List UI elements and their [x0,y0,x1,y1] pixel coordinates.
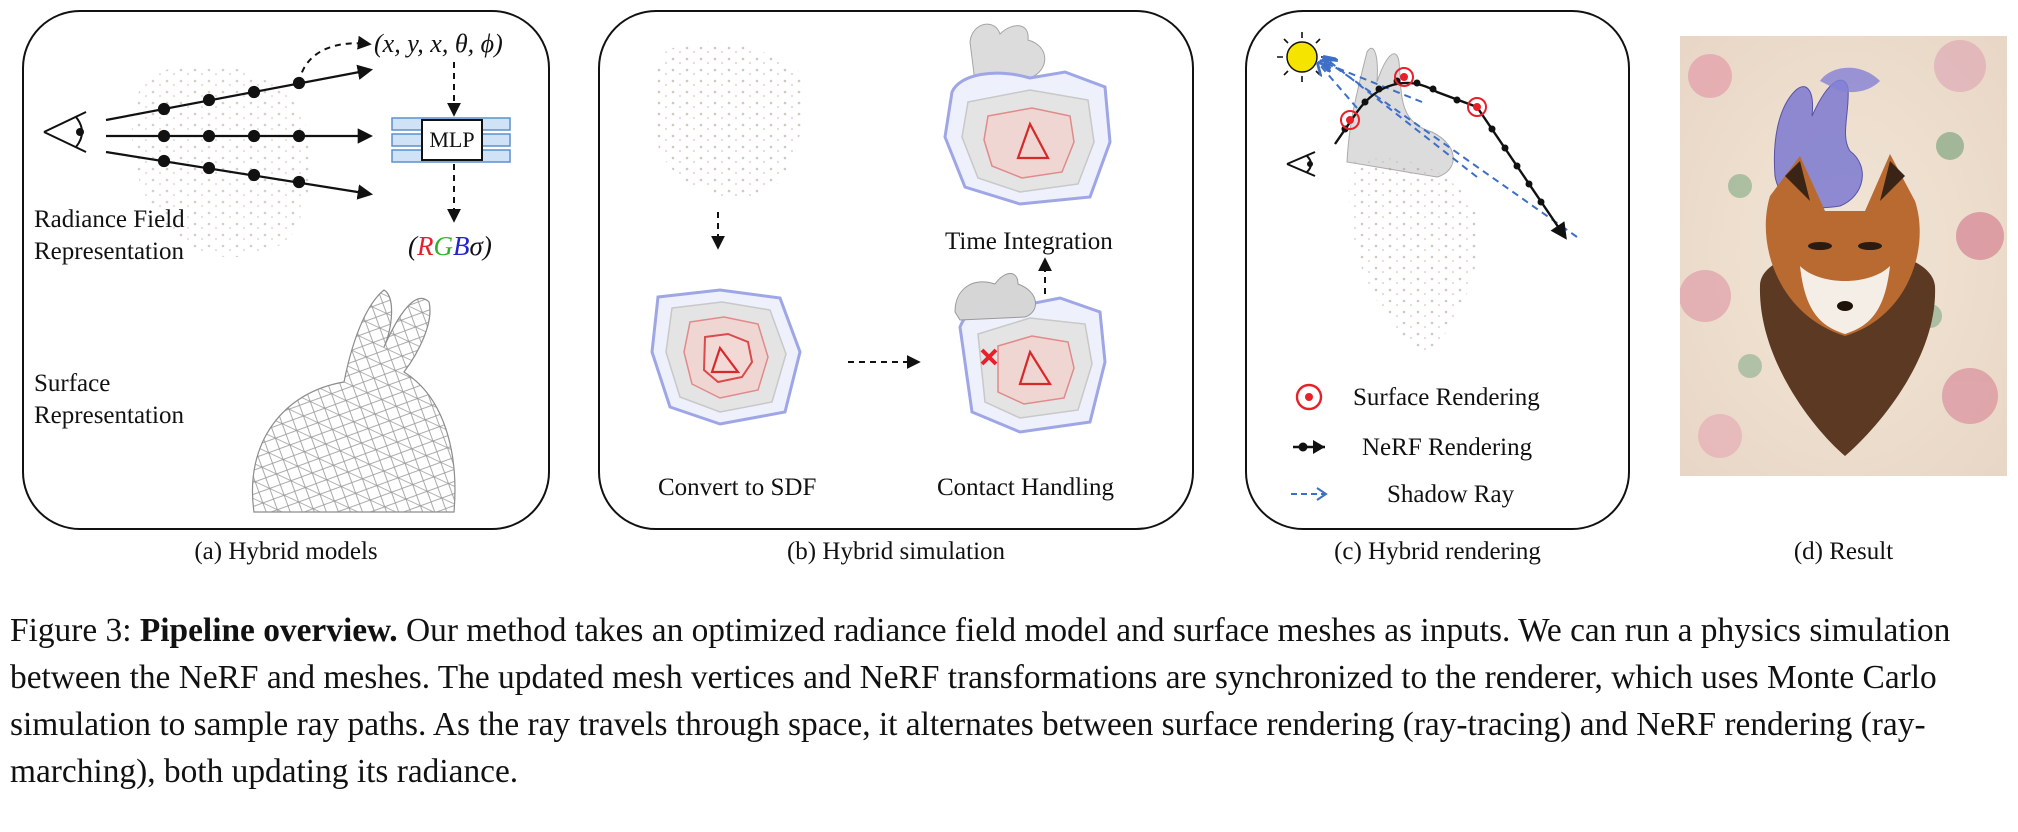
sample-to-input-arrow [298,35,372,84]
time-integration-label: Time Integration [945,228,1113,255]
panel-hybrid-models: (x, y, x, θ, ϕ) MLP (RGBσ) Radiance Fiel… [22,10,550,530]
radiance-field-label-line2: Representation [34,238,184,265]
rgb-b: B [453,231,470,261]
sdf-contour-contact [954,273,1107,434]
rgb-close-paren: ) [482,231,492,261]
point-cloud [1348,158,1479,352]
hybrid-models-diagram [43,35,511,513]
nerf-samples [1341,77,1545,206]
rgb-r: R [417,231,434,261]
sdf-contour-integrated [943,23,1112,206]
hybrid-rendering-diagram [1277,32,1578,501]
eye-icon [43,111,87,153]
input-tuple: (x, y, x, θ, ϕ) [374,29,503,58]
point-cloud [131,63,312,258]
rgb-g: G [433,231,454,261]
figure-caption: Figure 3: Pipeline overview. Our method … [10,607,2010,795]
rgb-open-paren: ( [408,231,417,261]
panel-hybrid-rendering: Surface Rendering NeRF Rendering Shadow … [1245,10,1630,530]
subcaption-a: (a) Hybrid models [194,538,378,565]
hybrid-simulation-diagram [650,23,1112,434]
result-image [1680,36,2007,476]
subcaption-b: (b) Hybrid simulation [786,538,1006,565]
legend-shadow-ray: Shadow Ray [1387,481,1515,508]
subcaption-d: (d) Result [1793,538,1894,565]
subcaption-c: (c) Hybrid rendering [1334,538,1541,565]
dot-arrow-icon [1293,440,1325,454]
target-circle-icon [1295,383,1323,411]
result-photo-render [1680,36,2007,476]
convert-to-sdf-label: Convert to SDF [658,474,817,501]
mlp-label: MLP [429,127,475,152]
bunny-mesh [252,289,456,513]
surface-hits [1340,67,1487,130]
sun-icon [1277,32,1327,82]
caption-prefix: Figure 3: [10,612,140,649]
mlp-block [391,117,511,163]
sdf-contour-left [650,288,802,426]
rgb-sigma: σ [469,231,483,261]
shadow-rays [1319,58,1578,238]
dashed-arrow-icon [1291,487,1328,501]
point-cloud [652,41,806,199]
radiance-field-label-line1: Radiance Field [34,206,185,233]
surface-label-line1: Surface [34,370,111,397]
surface-label-line2: Representation [34,402,184,429]
fox-head [1765,154,1920,336]
caption-bold-title: Pipeline overview. [139,612,398,649]
legend-surface-rendering: Surface Rendering [1353,384,1540,411]
rgb-sigma-output: (RGBσ) [408,230,492,262]
legend-nerf-rendering: NeRF Rendering [1362,434,1533,461]
panel-hybrid-simulation: Time Integration Convert to SDF Contact … [598,10,1194,530]
caption-text: Our method takes an optimized radiance f… [10,612,1951,790]
contact-handling-label: Contact Handling [937,474,1115,501]
eye-icon [1286,151,1316,177]
